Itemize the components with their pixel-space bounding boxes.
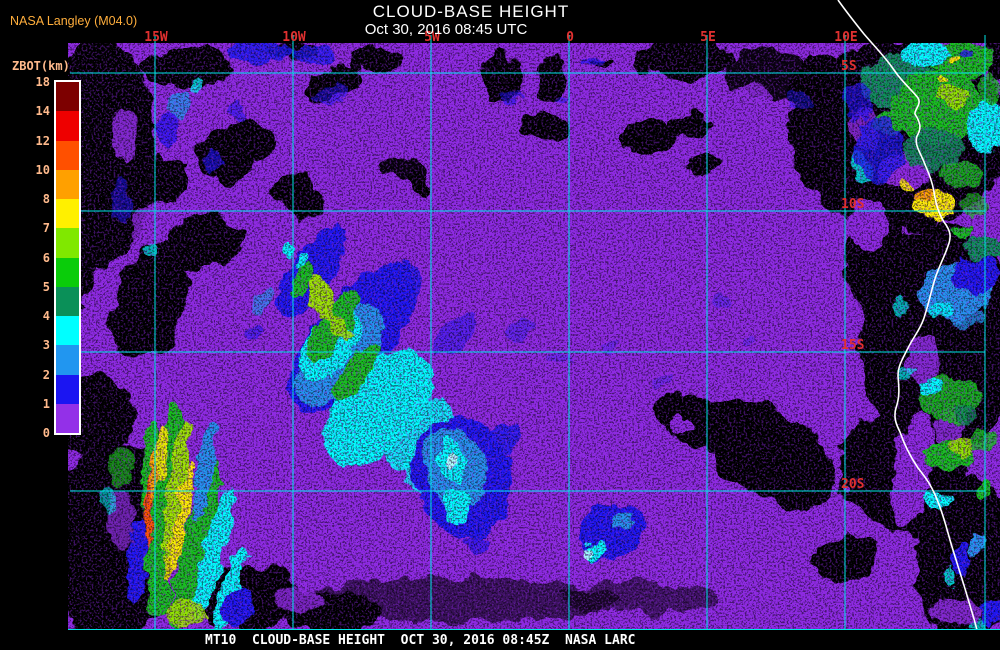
longitude-label-10E: 10E [834,30,857,45]
coastline [837,0,978,631]
colorbar-segment [56,345,79,375]
source-label: NASA Langley (M04.0) [10,14,138,28]
colorbar-ticks: 18 14 12 10 8 7 6 5 4 3 2 1 0 [18,75,52,440]
longitude-label-0: 0 [566,30,574,45]
colorbar-segment [56,140,79,170]
colorbar-tick-label: 0 [42,426,50,440]
colorbar [54,80,81,435]
colorbar-tick-label: 7 [42,221,50,236]
map-bottom-border [68,629,1000,630]
base-speckles [68,43,1000,630]
colorbar-tick-label: 14 [35,104,50,119]
top-mask [0,0,1000,43]
longitude-label-5W: 5W [424,30,440,45]
colorbar-tick-label: 18 [35,75,50,89]
colorbar-segment [56,111,79,141]
colorbar-segment [56,257,79,287]
colorbar-segment [56,82,79,112]
colorbar-segment [56,374,79,404]
colorbar-tick-label: 12 [35,133,50,148]
colorbar-title: ZBOT(km) [12,59,70,73]
footer-caption: MT10 CLOUD-BASE HEIGHT OCT 30, 2016 08:4… [205,633,636,648]
colorbar-tick-label: 4 [42,309,50,323]
grid-labels: 15W 10W 5W 0 5E 10E 5S 10S 15S 20S [144,30,864,492]
colorbar-tick-label: 6 [42,250,50,265]
colorbar-tick-label: 1 [42,396,50,411]
colorbar-segment [56,169,79,199]
footer-band [0,630,1000,650]
longitude-label-5E: 5E [700,30,716,45]
latitude-label-10S: 10S [841,197,865,212]
colorbar-segment [56,316,79,346]
colorbar-segment [56,199,79,229]
colorbar-segment [56,403,79,433]
longitude-label-15W: 15W [144,30,168,45]
colorbar-segment [56,228,79,258]
colorbar-tick-label: 8 [42,192,50,206]
page-title: CLOUD-BASE HEIGHT [372,2,570,21]
latitude-label-15S: 15S [841,338,865,353]
colorbar-tick-label: 5 [42,279,50,294]
latitude-label-5S: 5S [841,59,857,74]
timestamp-subtitle: Oct 30, 2016 08:45 UTC [364,21,528,38]
colorbar-tick-label: 2 [42,367,50,382]
grid-overlay [68,35,1000,631]
colorbar-tick-label: 10 [35,162,50,177]
speckle-noise-layer [68,43,1000,630]
longitude-label-10W: 10W [282,30,306,45]
latitude-label-20S: 20S [841,477,865,492]
colorbar-segment [56,286,79,316]
colorbar-tick-label: 3 [42,338,50,353]
